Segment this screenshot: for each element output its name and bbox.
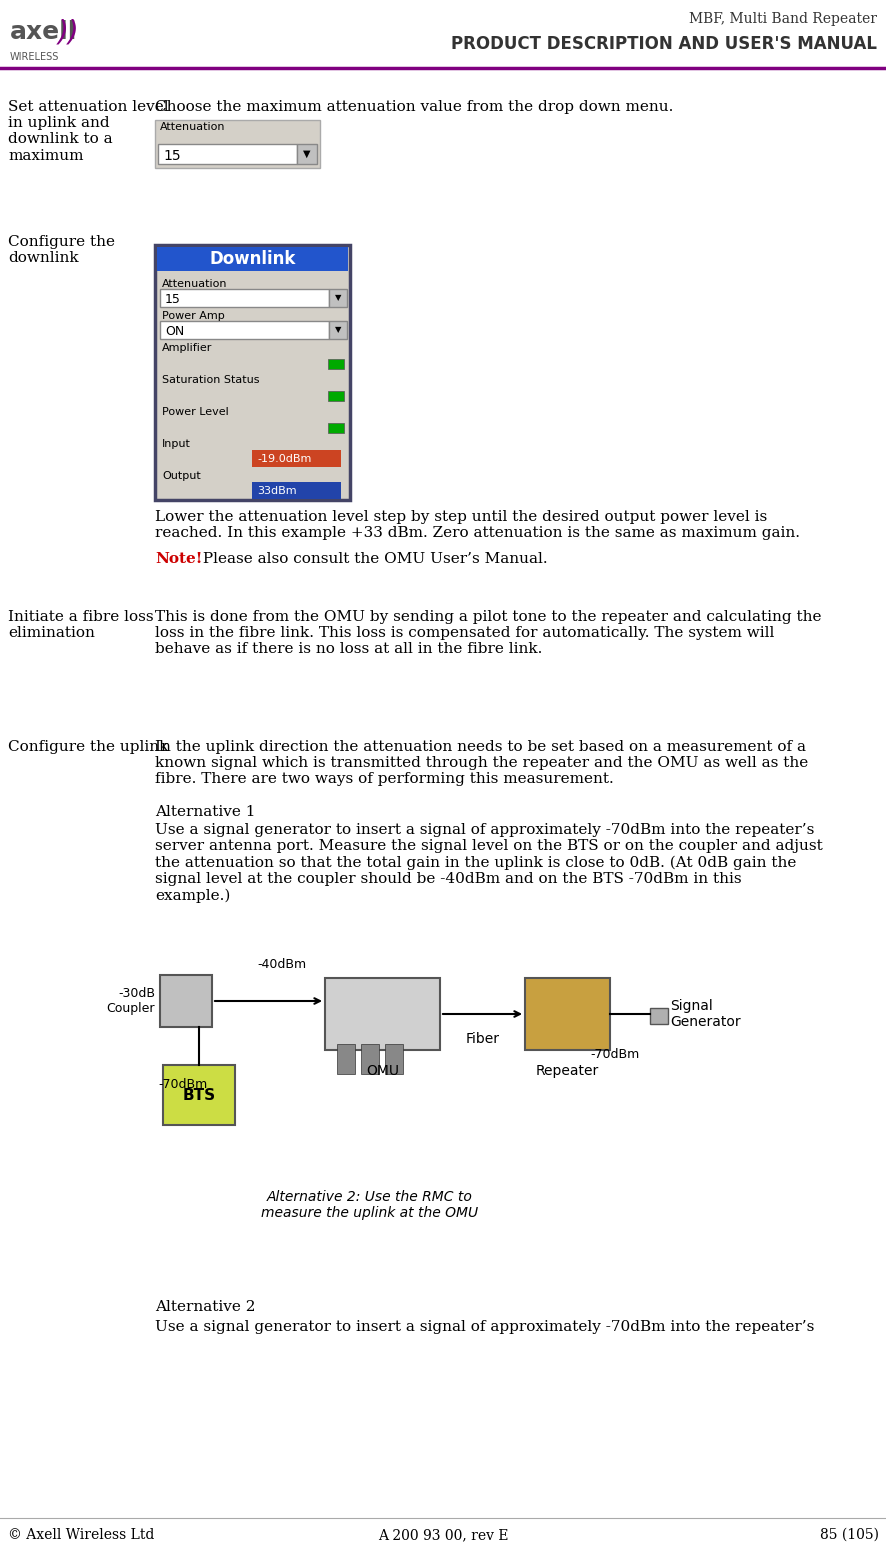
Text: Input: Input [162, 439, 190, 450]
FancyBboxPatch shape [328, 423, 344, 432]
Text: ON: ON [165, 325, 184, 339]
Text: 33dBm: 33dBm [257, 485, 296, 496]
FancyBboxPatch shape [329, 322, 346, 339]
Text: Signal
Generator: Signal Generator [669, 999, 740, 1029]
Text: -19.0dBm: -19.0dBm [257, 454, 311, 464]
Text: © Axell Wireless Ltd: © Axell Wireless Ltd [8, 1528, 154, 1542]
Text: WIRELESS: WIRELESS [10, 52, 59, 62]
Text: ▼: ▼ [334, 293, 341, 303]
Text: OMU: OMU [366, 1065, 399, 1079]
Text: In the uplink direction the attenuation needs to be set based on a measurement o: In the uplink direction the attenuation … [155, 740, 807, 787]
FancyBboxPatch shape [157, 247, 347, 272]
Text: Note!: Note! [155, 553, 202, 567]
Text: Alternative 2: Use the RMC to
measure the uplink at the OMU: Alternative 2: Use the RMC to measure th… [261, 1189, 478, 1221]
Text: Downlink: Downlink [209, 250, 295, 268]
Text: -40dBm: -40dBm [257, 958, 307, 971]
FancyBboxPatch shape [297, 144, 316, 164]
Text: Power Level: Power Level [162, 407, 229, 417]
Text: axell: axell [10, 20, 77, 44]
FancyBboxPatch shape [155, 245, 350, 500]
Text: BTS: BTS [183, 1088, 215, 1102]
Text: Alternative 1: Alternative 1 [155, 805, 255, 820]
FancyBboxPatch shape [159, 322, 329, 339]
Text: Power Amp: Power Amp [162, 311, 224, 322]
FancyBboxPatch shape [159, 289, 329, 308]
FancyBboxPatch shape [158, 144, 297, 164]
FancyBboxPatch shape [385, 1044, 402, 1074]
Text: -70dBm: -70dBm [590, 1047, 640, 1061]
Text: PRODUCT DESCRIPTION AND USER'S MANUAL: PRODUCT DESCRIPTION AND USER'S MANUAL [450, 34, 876, 53]
Text: Use a signal generator to insert a signal of approximately -70dBm into the repea: Use a signal generator to insert a signa… [155, 1321, 813, 1335]
FancyBboxPatch shape [328, 359, 344, 368]
Text: Alternative 2: Alternative 2 [155, 1300, 255, 1314]
FancyBboxPatch shape [329, 289, 346, 308]
FancyBboxPatch shape [649, 1008, 667, 1024]
Text: Attenuation: Attenuation [162, 279, 227, 289]
FancyBboxPatch shape [361, 1044, 378, 1074]
Text: -30dB
Coupler: -30dB Coupler [106, 987, 155, 1015]
Text: ▼: ▼ [303, 148, 310, 159]
Text: Initiate a fibre loss
elimination: Initiate a fibre loss elimination [8, 610, 153, 640]
Text: ▼: ▼ [334, 326, 341, 334]
Text: Output: Output [162, 471, 200, 481]
Text: )): )) [58, 19, 80, 45]
FancyBboxPatch shape [155, 120, 320, 169]
FancyBboxPatch shape [328, 390, 344, 401]
Text: Repeater: Repeater [535, 1065, 598, 1079]
Text: Use a signal generator to insert a signal of approximately -70dBm into the repea: Use a signal generator to insert a signa… [155, 823, 822, 902]
FancyBboxPatch shape [337, 1044, 354, 1074]
FancyBboxPatch shape [252, 450, 340, 467]
Text: Please also consult the OMU User’s Manual.: Please also consult the OMU User’s Manua… [198, 553, 547, 567]
Text: 15: 15 [165, 293, 181, 306]
Text: Configure the uplink: Configure the uplink [8, 740, 168, 754]
FancyBboxPatch shape [252, 482, 340, 500]
Text: Attenuation: Attenuation [159, 122, 225, 133]
Text: 85 (105): 85 (105) [819, 1528, 878, 1542]
FancyBboxPatch shape [159, 976, 212, 1027]
Text: Amplifier: Amplifier [162, 343, 212, 353]
Text: Configure the
downlink: Configure the downlink [8, 236, 115, 265]
Text: This is done from the OMU by sending a pilot tone to the repeater and calculatin: This is done from the OMU by sending a p… [155, 610, 820, 656]
Text: Set attenuation level
in uplink and
downlink to a
maximum: Set attenuation level in uplink and down… [8, 100, 168, 162]
Text: MBF, Multi Band Repeater: MBF, Multi Band Repeater [688, 12, 876, 27]
Text: Choose the maximum attenuation value from the drop down menu.: Choose the maximum attenuation value fro… [155, 100, 672, 114]
Text: -70dBm: -70dBm [158, 1079, 207, 1091]
Text: Lower the attenuation level step by step until the desired output power level is: Lower the attenuation level step by step… [155, 510, 799, 540]
Text: Fiber: Fiber [465, 1032, 499, 1046]
Text: A 200 93 00, rev E: A 200 93 00, rev E [377, 1528, 508, 1542]
Text: Saturation Status: Saturation Status [162, 375, 260, 386]
FancyBboxPatch shape [163, 1065, 235, 1125]
FancyBboxPatch shape [324, 979, 439, 1051]
Text: 15: 15 [163, 148, 181, 162]
FancyBboxPatch shape [525, 979, 610, 1051]
